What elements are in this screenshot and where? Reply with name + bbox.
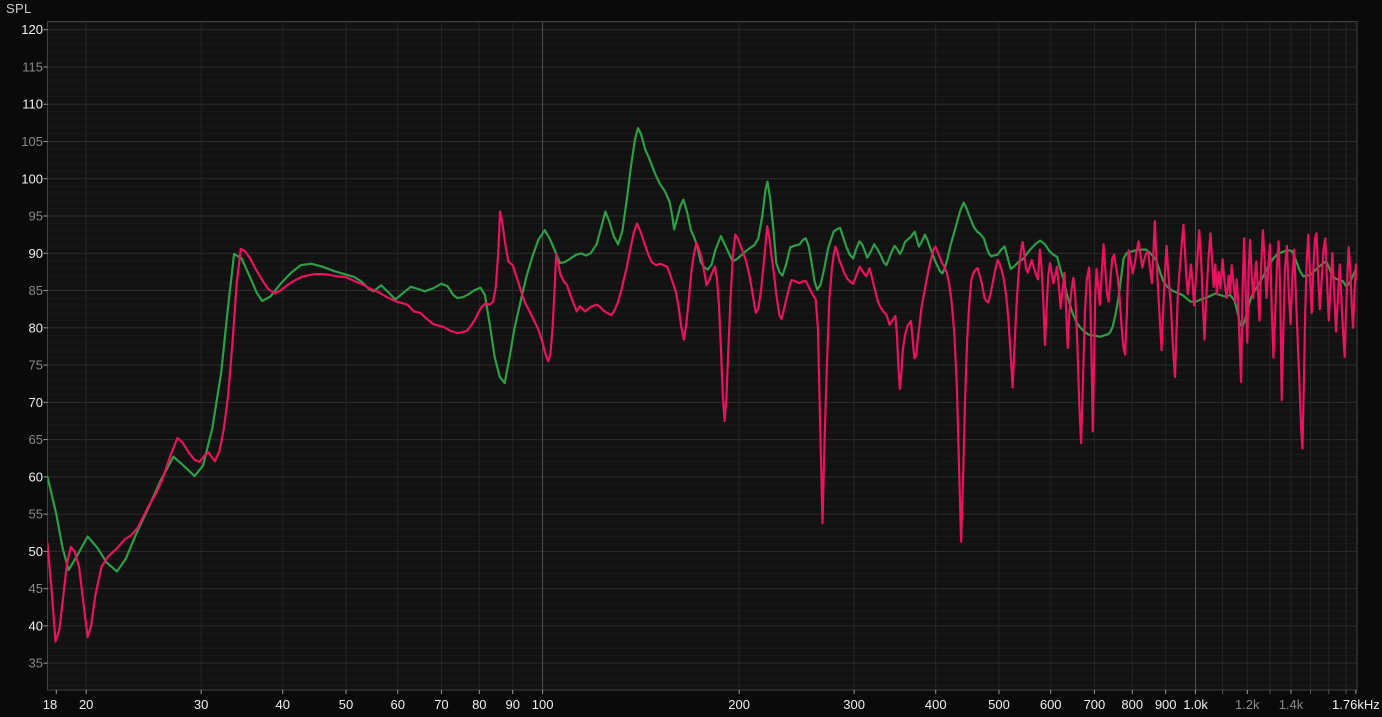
green-trace-path xyxy=(47,127,1357,573)
x-axis-tick-label: 60 xyxy=(390,697,404,712)
x-axis-tick-label: 18 xyxy=(43,697,57,712)
x-axis-tick-label: 100 xyxy=(532,697,554,712)
x-axis-tick-label: 800 xyxy=(1121,697,1143,712)
x-axis-tick-label: 90 xyxy=(505,697,519,712)
y-axis-title: SPL xyxy=(6,1,32,16)
x-axis-tick-label: 200 xyxy=(728,697,750,712)
y-axis-tick-label: 50 xyxy=(29,544,43,559)
x-axis-tick-label: 40 xyxy=(276,697,290,712)
x-axis-tick-label: 1.0k xyxy=(1183,697,1208,712)
y-axis-tick-label: 55 xyxy=(29,507,43,522)
x-axis-tick-label: 300 xyxy=(843,697,865,712)
y-axis-tick-label: 75 xyxy=(29,358,43,373)
y-axis-tick-label: 90 xyxy=(29,246,43,261)
x-axis-tick-label: 70 xyxy=(434,697,448,712)
y-axis-tick-label: 35 xyxy=(29,656,43,671)
y-axis-tick-label: 70 xyxy=(29,395,43,410)
y-axis-tick-label: 95 xyxy=(29,209,43,224)
pink-trace-path xyxy=(47,210,1357,643)
y-axis-tick-label: 105 xyxy=(21,134,43,149)
x-axis-tick-label: 1.2k xyxy=(1235,697,1260,712)
x-axis-tick-label: 400 xyxy=(925,697,947,712)
plot-area[interactable] xyxy=(47,21,1358,691)
y-axis-tick-label: 65 xyxy=(29,432,43,447)
y-axis-tick-label: 45 xyxy=(29,581,43,596)
x-axis-tick-label: 1.4k xyxy=(1279,697,1304,712)
x-axis-tick-label: 80 xyxy=(472,697,486,712)
x-axis-tick-label: 700 xyxy=(1084,697,1106,712)
x-axis-tick-label: 500 xyxy=(988,697,1010,712)
y-axis-tick-label: 110 xyxy=(22,97,43,112)
x-axis-tick-label: 20 xyxy=(79,697,93,712)
x-axis-tick-label: 30 xyxy=(194,697,208,712)
x-axis-tick-label: 900 xyxy=(1155,697,1177,712)
y-axis-tick-label: 60 xyxy=(29,469,43,484)
plot-border xyxy=(47,21,1358,691)
y-axis-tick-label: 100 xyxy=(21,171,43,186)
y-axis-tick-label: 115 xyxy=(22,59,43,74)
y-axis-tick-label: 80 xyxy=(29,320,43,335)
x-axis-tick-label: 600 xyxy=(1040,697,1062,712)
y-axis-tick-label: 85 xyxy=(29,283,43,298)
y-axis-tick-label: 120 xyxy=(21,22,43,37)
x-axis-tick-label: 1.76kHz xyxy=(1332,697,1380,712)
x-axis-tick-label: 50 xyxy=(339,697,353,712)
y-axis-tick-label: 40 xyxy=(29,618,43,633)
